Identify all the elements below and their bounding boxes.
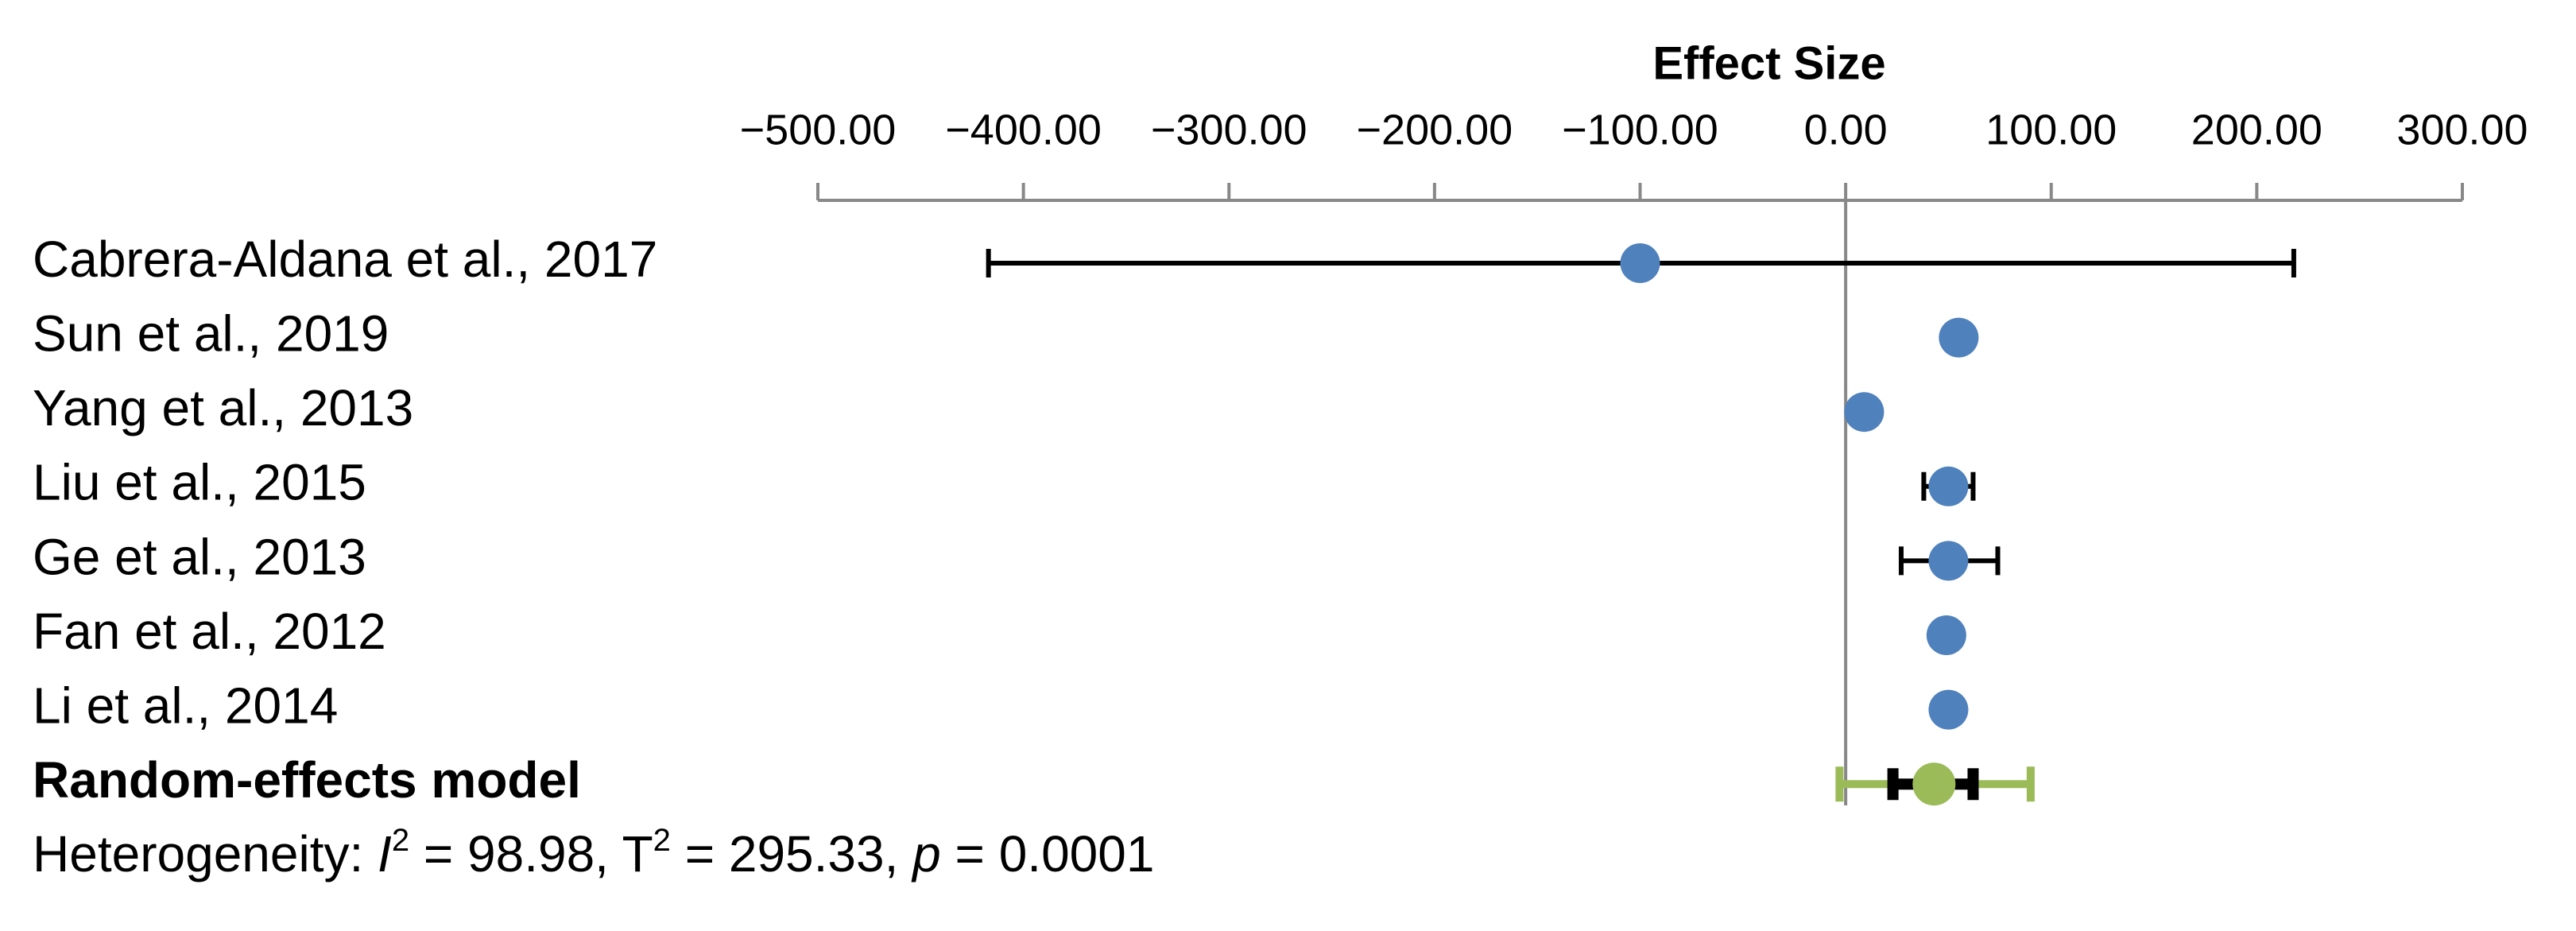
study-label: Liu et al., 2015 <box>33 454 366 511</box>
x-tick-label: −300.00 <box>1151 106 1307 153</box>
heterogeneity-part: = 0.0001 <box>941 825 1155 883</box>
study-label: Cabrera-Aldana et al., 2017 <box>33 231 657 288</box>
x-tick-label: 200.00 <box>2191 106 2322 153</box>
x-tick-label: −500.00 <box>740 106 897 153</box>
study-label: Yang et al., 2013 <box>33 379 413 436</box>
effect-point <box>1620 243 1660 283</box>
heterogeneity: Heterogeneity: I2 = 98.98, T2 = 295.33, … <box>33 823 1154 883</box>
heterogeneity-part: p <box>911 825 941 883</box>
study-label: Fan et al., 2012 <box>33 603 386 660</box>
heterogeneity-part: 2 <box>392 823 409 858</box>
axis-title: Effect Size <box>1652 37 1885 89</box>
effect-point <box>1844 392 1885 433</box>
study-label: Sun et al., 2019 <box>33 305 389 363</box>
study-label: Ge et al., 2013 <box>33 528 366 585</box>
heterogeneity-part: 2 <box>653 823 671 858</box>
x-tick-label: −200.00 <box>1357 106 1513 153</box>
effect-point <box>1926 615 1966 655</box>
study-label: Li et al., 2014 <box>33 677 338 735</box>
heterogeneity-part: = 295.33, <box>671 825 912 883</box>
x-tick-label: −100.00 <box>1562 106 1718 153</box>
summary-point <box>1912 762 1956 806</box>
heterogeneity-part: Heterogeneity: <box>33 825 378 883</box>
x-tick-label: 100.00 <box>1985 106 2117 153</box>
heterogeneity-part: I <box>378 825 392 883</box>
summary-label: Random-effects model <box>33 751 581 809</box>
effect-point <box>1928 466 1969 506</box>
x-tick-label: 300.00 <box>2396 106 2528 153</box>
effect-point <box>1928 541 1969 581</box>
effect-point <box>1928 689 1969 730</box>
effect-point <box>1939 317 1979 358</box>
x-tick-label: 0.00 <box>1804 106 1888 153</box>
heterogeneity-part: = 98.98, T <box>409 825 653 883</box>
x-tick-label: −400.00 <box>945 106 1102 153</box>
